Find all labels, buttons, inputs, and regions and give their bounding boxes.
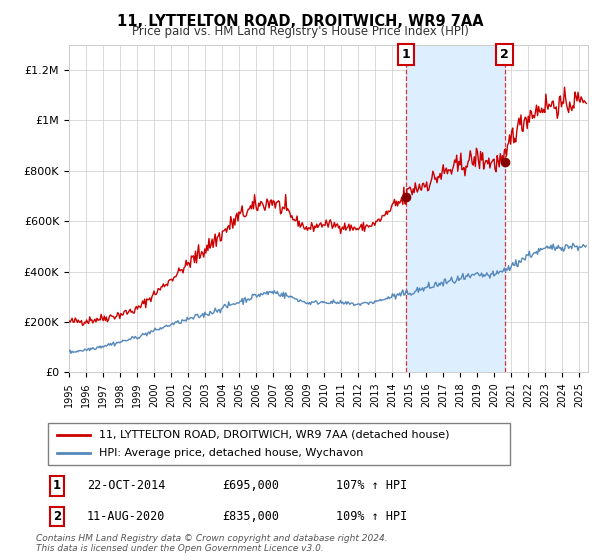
Text: 11, LYTTELTON ROAD, DROITWICH, WR9 7AA: 11, LYTTELTON ROAD, DROITWICH, WR9 7AA <box>116 14 484 29</box>
Text: £835,000: £835,000 <box>222 510 279 523</box>
Text: 22-OCT-2014: 22-OCT-2014 <box>87 479 166 492</box>
Text: £695,000: £695,000 <box>222 479 279 492</box>
Text: 11-AUG-2020: 11-AUG-2020 <box>87 510 166 523</box>
Text: HPI: Average price, detached house, Wychavon: HPI: Average price, detached house, Wych… <box>99 448 363 458</box>
Text: Contains HM Land Registry data © Crown copyright and database right 2024.
This d: Contains HM Land Registry data © Crown c… <box>36 534 388 553</box>
Text: 1: 1 <box>401 48 410 61</box>
Text: 109% ↑ HPI: 109% ↑ HPI <box>336 510 407 523</box>
Text: 11, LYTTELTON ROAD, DROITWICH, WR9 7AA (detached house): 11, LYTTELTON ROAD, DROITWICH, WR9 7AA (… <box>99 430 449 440</box>
Text: Price paid vs. HM Land Registry's House Price Index (HPI): Price paid vs. HM Land Registry's House … <box>131 25 469 38</box>
Text: 2: 2 <box>500 48 509 61</box>
Text: 2: 2 <box>53 510 61 523</box>
Text: 107% ↑ HPI: 107% ↑ HPI <box>336 479 407 492</box>
Text: 1: 1 <box>53 479 61 492</box>
Bar <box>406 45 505 372</box>
